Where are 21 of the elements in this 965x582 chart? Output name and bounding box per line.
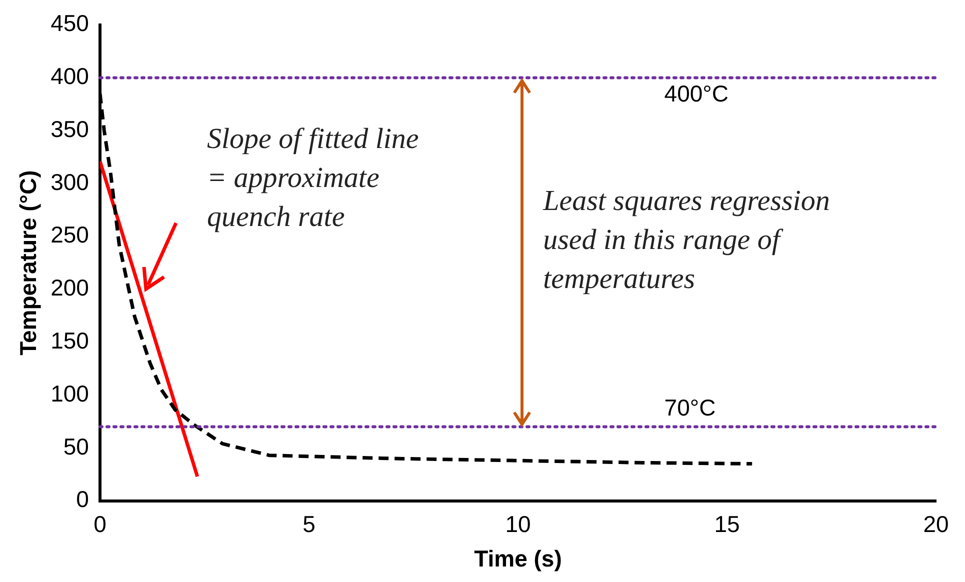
y-tick-label: 250 [50, 222, 89, 248]
y-tick-label: 50 [63, 433, 89, 460]
annotation: Slope of fitted line = approximate quench rate [206, 122, 420, 235]
y-tick-label: 450 [50, 10, 89, 36]
y-tick-label: 300 [50, 168, 89, 195]
x-tick-label: 5 [302, 510, 316, 537]
annotation: Least squares regression used in this range of temperatures [543, 184, 831, 297]
x-axis-title: Time (s) [474, 546, 562, 572]
y-tick-label: 100 [50, 380, 89, 406]
y-tick-label: 0 [76, 486, 89, 512]
y-axis-title: Temperature (°C) [15, 170, 42, 356]
ref-line-label: 70°C [664, 394, 716, 421]
y-tick-label: 150 [50, 327, 89, 354]
x-tick-label: 15 [714, 510, 740, 537]
x-tick-label: 10 [505, 510, 531, 537]
y-tick-label: 350 [50, 116, 89, 142]
y-tick-label: 200 [50, 274, 89, 301]
ref-line-label: 400°C [664, 80, 728, 107]
x-tick-label: 20 [923, 510, 949, 537]
x-tick-label: 0 [94, 510, 106, 537]
y-tick-label: 400 [50, 63, 89, 90]
